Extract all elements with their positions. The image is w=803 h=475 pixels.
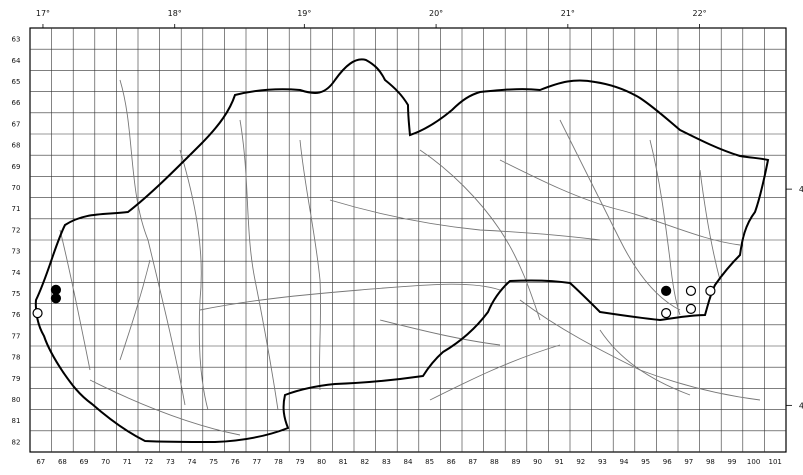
column-label: 71 bbox=[123, 458, 132, 466]
longitude-label: 18° bbox=[168, 9, 182, 18]
column-label: 73 bbox=[166, 458, 175, 466]
country-border bbox=[34, 58, 770, 444]
column-label: 82 bbox=[360, 458, 369, 466]
column-label: 94 bbox=[620, 458, 629, 466]
row-label: 70 bbox=[12, 184, 21, 192]
row-label: 78 bbox=[12, 354, 21, 362]
column-label: 95 bbox=[641, 458, 650, 466]
row-label: 80 bbox=[12, 396, 21, 404]
rivers bbox=[59, 79, 761, 436]
latitude-label: 48° bbox=[799, 401, 803, 410]
record-filled-dot bbox=[661, 285, 672, 296]
column-label: 69 bbox=[80, 458, 89, 466]
column-label: 83 bbox=[382, 458, 391, 466]
column-label: 100 bbox=[747, 458, 760, 466]
record-open-circle bbox=[685, 303, 697, 314]
column-label: 70 bbox=[101, 458, 110, 466]
column-label: 72 bbox=[144, 458, 153, 466]
column-label: 84 bbox=[404, 458, 413, 466]
column-label: 90 bbox=[533, 458, 542, 466]
grid-labels: 67 68 69 70 71 72 73 74 75 76 77 78 79 80 81 82 83 84 85 86… bbox=[12, 9, 803, 466]
column-label: 98 bbox=[706, 458, 715, 466]
row-label: 75 bbox=[12, 290, 21, 298]
record-open-circle bbox=[705, 285, 716, 296]
latitude-label: 49° bbox=[799, 185, 803, 194]
column-label: 80 bbox=[317, 458, 326, 466]
record-filled-dot bbox=[50, 293, 62, 304]
column-label: 78 bbox=[274, 458, 283, 466]
column-label: 93 bbox=[598, 458, 607, 466]
record-open-circle bbox=[32, 308, 43, 319]
column-label: 89 bbox=[512, 458, 521, 466]
column-label: 79 bbox=[296, 458, 305, 466]
column-label: 99 bbox=[728, 458, 737, 466]
longitude-label: 21° bbox=[561, 9, 575, 18]
species-records bbox=[32, 284, 716, 319]
column-label: 68 bbox=[58, 458, 67, 466]
row-label: 66 bbox=[12, 99, 21, 107]
column-label: 97 bbox=[684, 458, 693, 466]
row-label: 76 bbox=[12, 311, 21, 319]
longitude-label: 19° bbox=[297, 9, 311, 18]
row-label: 65 bbox=[12, 78, 21, 86]
column-label: 101 bbox=[769, 458, 782, 466]
row-label: 79 bbox=[12, 375, 21, 383]
row-label: 71 bbox=[12, 205, 21, 213]
row-label: 81 bbox=[12, 417, 21, 425]
column-label: 87 bbox=[468, 458, 477, 466]
row-label: 72 bbox=[12, 226, 21, 234]
column-label: 67 bbox=[36, 458, 45, 466]
column-label: 81 bbox=[339, 458, 348, 466]
row-label: 68 bbox=[12, 142, 21, 150]
row-label: 67 bbox=[12, 120, 21, 128]
row-label: 74 bbox=[12, 269, 21, 277]
record-open-circle bbox=[685, 285, 697, 296]
longitude-label: 22° bbox=[693, 9, 707, 18]
row-label: 82 bbox=[12, 438, 21, 446]
column-label: 86 bbox=[447, 458, 456, 466]
column-label: 77 bbox=[252, 458, 261, 466]
column-label: 96 bbox=[663, 458, 672, 466]
column-label: 75 bbox=[209, 458, 218, 466]
longitude-label: 20° bbox=[429, 9, 443, 18]
longitude-label: 17° bbox=[36, 9, 50, 18]
column-label: 74 bbox=[188, 458, 197, 466]
row-label: 73 bbox=[12, 248, 21, 256]
row-label: 77 bbox=[12, 332, 21, 340]
column-label: 76 bbox=[231, 458, 240, 466]
record-filled-dot bbox=[50, 284, 62, 295]
record-open-circle bbox=[661, 308, 672, 319]
row-label: 69 bbox=[12, 163, 21, 171]
map-grid bbox=[29, 27, 787, 453]
row-label: 64 bbox=[12, 57, 21, 65]
row-label: 63 bbox=[12, 36, 21, 44]
column-label: 92 bbox=[576, 458, 585, 466]
column-label: 91 bbox=[555, 458, 564, 466]
column-label: 85 bbox=[425, 458, 434, 466]
column-label: 88 bbox=[490, 458, 499, 466]
